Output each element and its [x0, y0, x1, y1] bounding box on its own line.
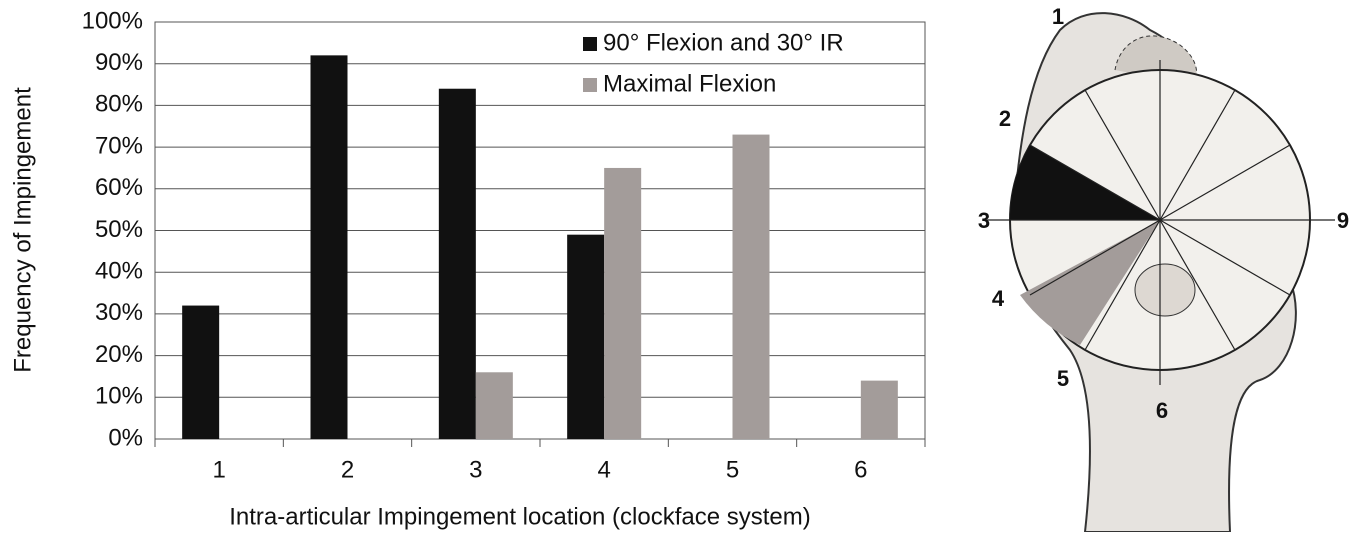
x-axis-label: Intra-articular Impingement location (cl…	[229, 503, 811, 530]
clock-label: 1	[1052, 4, 1064, 29]
clock-lines	[985, 60, 1335, 385]
clock-label: 9	[1337, 208, 1349, 233]
bar	[310, 55, 348, 440]
clock-label: 2	[999, 106, 1011, 131]
bar	[438, 88, 476, 439]
sector-4-5	[1020, 220, 1160, 345]
y-tick-label: 30%	[95, 299, 143, 326]
y-tick-label: 50%	[95, 216, 143, 243]
bar	[475, 372, 513, 439]
legend-swatch	[583, 78, 597, 92]
y-tick-label: 0%	[108, 424, 143, 451]
y-tick-label: 90%	[95, 49, 143, 76]
legend-swatch	[583, 37, 597, 51]
y-tick-label: 60%	[95, 174, 143, 201]
y-tick-label: 80%	[95, 91, 143, 118]
x-tick-label: 6	[854, 456, 867, 483]
x-tick-label: 3	[469, 456, 482, 483]
x-tick-label: 2	[341, 456, 354, 483]
clock-label: 6	[1156, 398, 1168, 423]
x-tick-label: 5	[726, 456, 739, 483]
clock-label: 3	[978, 208, 990, 233]
bar	[567, 234, 605, 439]
y-tick-label: 70%	[95, 132, 143, 159]
bar	[732, 134, 770, 439]
y-tick-label: 40%	[95, 258, 143, 285]
x-tick-label: 4	[597, 456, 610, 483]
bar	[860, 380, 898, 439]
clockface-diagram	[985, 12, 1335, 533]
bar	[182, 305, 220, 439]
y-tick-label: 20%	[95, 341, 143, 368]
legend-label: Maximal Flexion	[603, 70, 776, 97]
legend-label: 90° Flexion and 30° IR	[603, 29, 844, 56]
y-tick-label: 100%	[82, 7, 143, 34]
clock-label: 4	[992, 286, 1005, 311]
clock-label: 5	[1057, 366, 1069, 391]
y-tick-label: 10%	[95, 383, 143, 410]
x-tick-label: 1	[212, 456, 225, 483]
sector-3-2	[1009, 145, 1160, 220]
y-axis-label: Frequency of Impingement	[9, 87, 36, 373]
bar	[604, 167, 642, 439]
fovea	[1134, 263, 1196, 317]
